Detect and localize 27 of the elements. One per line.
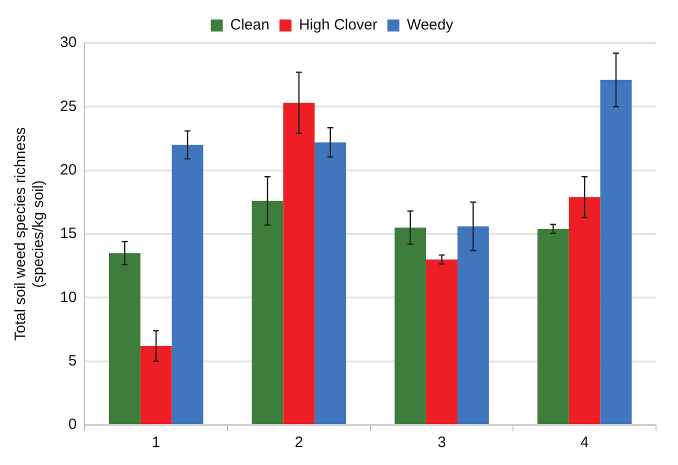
bar — [140, 346, 172, 424]
x-tick-label: 3 — [438, 434, 446, 452]
bar — [457, 226, 489, 424]
bar — [600, 80, 632, 424]
legend-label: High Clover — [298, 16, 378, 34]
bar — [283, 102, 315, 424]
x-tick-label: 2 — [294, 434, 304, 452]
x-tick-label: 1 — [152, 434, 160, 452]
legend-label: Clean — [230, 16, 270, 34]
bar — [172, 144, 204, 424]
y-tick-label: 20 — [60, 161, 77, 178]
bar — [314, 142, 346, 424]
y-tick-label: 10 — [60, 288, 77, 306]
y-tick-label: 15 — [60, 225, 77, 242]
bar — [252, 200, 284, 424]
bar — [568, 197, 600, 424]
bar — [537, 228, 569, 424]
x-tick-label: 4 — [580, 434, 589, 452]
y-tick-label: 5 — [68, 352, 77, 370]
y-tick-label: 30 — [60, 34, 77, 52]
bar — [394, 228, 426, 424]
y-axis-title: Total soil weed species richness (species/kg soil) — [12, 127, 48, 341]
bar — [108, 253, 140, 424]
legend-label: Weedy — [406, 16, 454, 34]
bar — [426, 259, 458, 424]
y-tick-label: 0 — [68, 416, 77, 434]
y-tick-label: 25 — [60, 98, 77, 115]
